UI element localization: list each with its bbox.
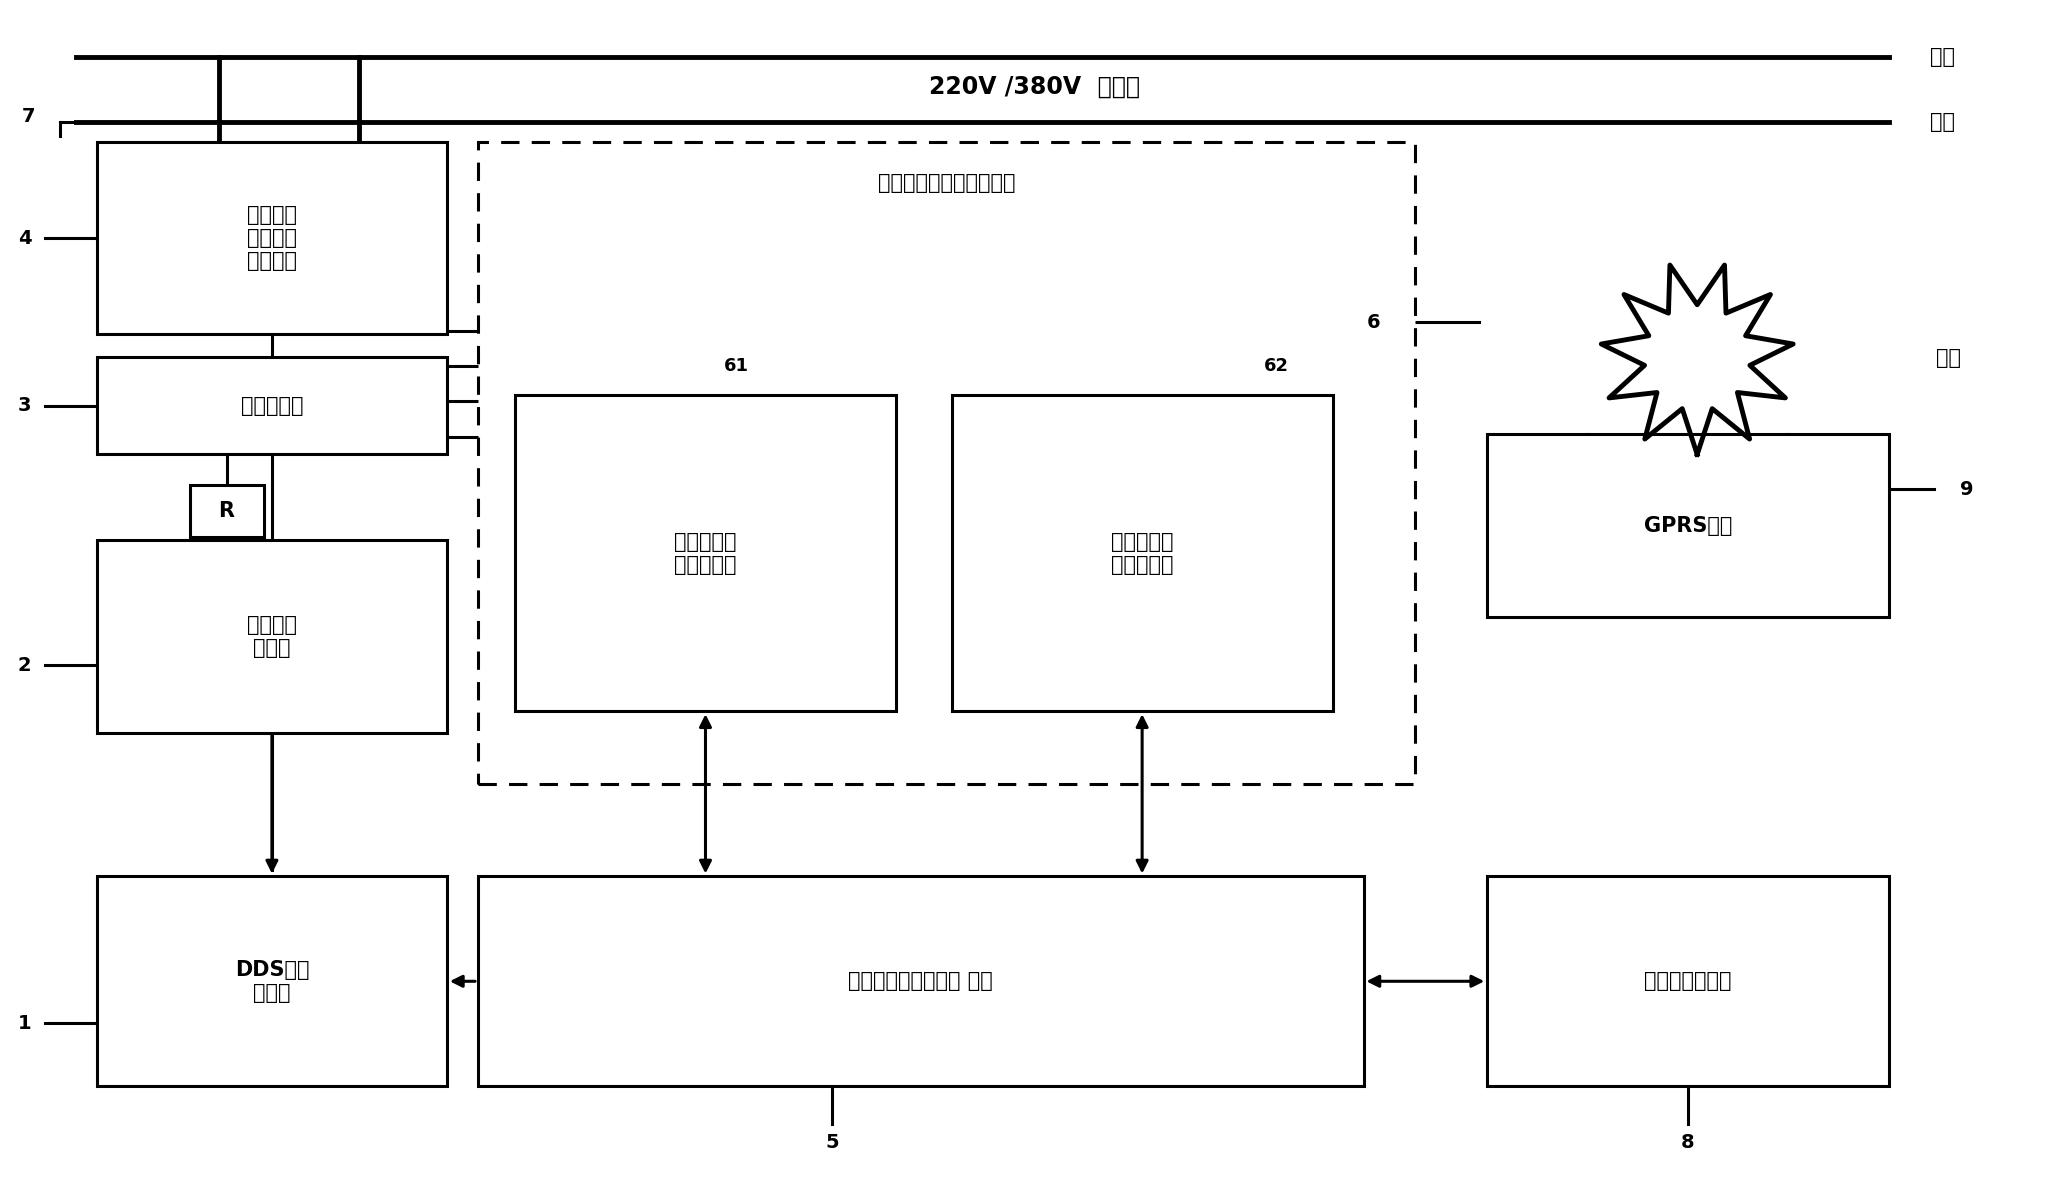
Bar [97,540,447,732]
Text: 9: 9 [1960,480,1973,499]
Text: 8: 8 [1681,1134,1696,1153]
Bar [190,485,265,537]
Text: 1: 1 [19,1014,31,1033]
Text: DDS载波
信号源: DDS载波 信号源 [234,959,310,1003]
Text: 3: 3 [19,396,31,415]
Bar [1487,876,1888,1086]
Text: 载波阻抗实
部测试单元: 载波阻抗实 部测试单元 [674,532,736,575]
Text: 火线: 火线 [1929,47,1954,68]
Text: 高频功率
放大器: 高频功率 放大器 [246,615,298,658]
Text: 7: 7 [23,107,35,126]
Text: 地线: 地线 [1929,112,1954,132]
Bar [478,876,1363,1086]
Bar [97,356,447,455]
Text: 220V /380V  电力线: 220V /380V 电力线 [929,75,1139,99]
Text: 2: 2 [19,656,31,675]
Text: 嵌入式信号采集处理 系统: 嵌入式信号采集处理 系统 [848,971,993,991]
Text: 载波阻抗虚
部测试单元: 载波阻抗虚 部测试单元 [1111,532,1173,575]
Bar [951,395,1332,711]
Bar [515,395,895,711]
Text: 嵌入式通信单元: 嵌入式通信单元 [1644,971,1731,991]
Text: R: R [219,501,234,521]
Text: 61: 61 [724,357,749,375]
Bar [97,876,447,1086]
Text: 校正单元
失谐电路
耦合单元: 校正单元 失谐电路 耦合单元 [246,205,298,272]
Bar [97,142,447,335]
Text: 6: 6 [1367,313,1381,332]
Text: 5: 5 [825,1134,840,1153]
Text: 4: 4 [19,229,31,248]
Text: 62: 62 [1264,357,1288,375]
Text: 自由坐标轴矢量测试单元: 自由坐标轴矢量测试单元 [877,173,1015,193]
Bar [478,142,1415,785]
Text: GPRS模块: GPRS模块 [1644,515,1733,535]
Bar [1487,434,1888,617]
Text: 高频变压器: 高频变压器 [240,395,304,415]
Text: 天线: 天线 [1936,348,1960,368]
